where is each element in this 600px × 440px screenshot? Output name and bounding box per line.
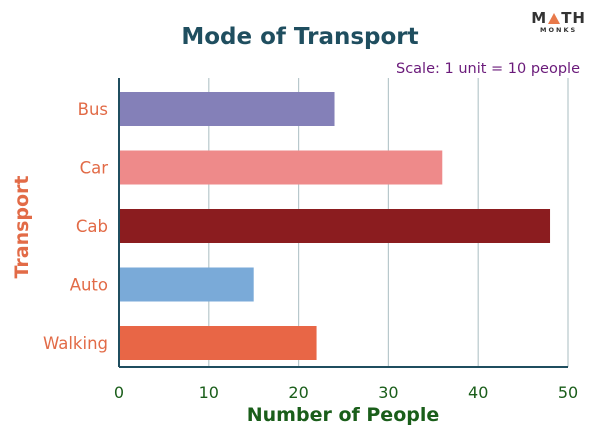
category-label: Cab	[76, 217, 108, 236]
category-label: Car	[80, 159, 109, 178]
x-tick-label: 40	[468, 383, 488, 402]
bar-car	[119, 150, 443, 185]
scale-annotation: Scale: 1 unit = 10 people	[396, 61, 580, 77]
logo-subtitle: MONKS	[540, 26, 578, 34]
x-tick-label: 30	[378, 383, 398, 402]
x-axis-label: Number of People	[247, 404, 440, 426]
bar-walking	[119, 326, 317, 360]
axes-group	[118, 78, 568, 368]
bar-bus	[119, 92, 335, 126]
x-tick-label: 0	[114, 383, 124, 402]
y-axis-label: Transport	[11, 175, 33, 278]
x-tick-label: 20	[288, 383, 308, 402]
bar-cab	[119, 209, 551, 243]
bars-group	[119, 92, 551, 360]
bar-auto	[119, 267, 254, 302]
category-label: Bus	[78, 100, 108, 119]
category-label: Auto	[70, 276, 108, 295]
logo-triangle-icon	[548, 13, 561, 24]
category-label: Walking	[43, 334, 108, 353]
logo-text-left: M	[531, 9, 548, 27]
logo-wordmark: M TH	[531, 10, 586, 26]
category-labels: Bus Car Cab Auto Walking	[43, 100, 108, 353]
logo: M TH MONKS	[531, 10, 586, 34]
x-tick-labels: 0 10 20 30 40 50	[114, 383, 578, 402]
chart-title: Mode of Transport	[181, 24, 418, 50]
x-tick-label: 10	[199, 383, 219, 402]
x-tick-label: 50	[558, 383, 578, 402]
logo-text-right: TH	[561, 9, 586, 27]
